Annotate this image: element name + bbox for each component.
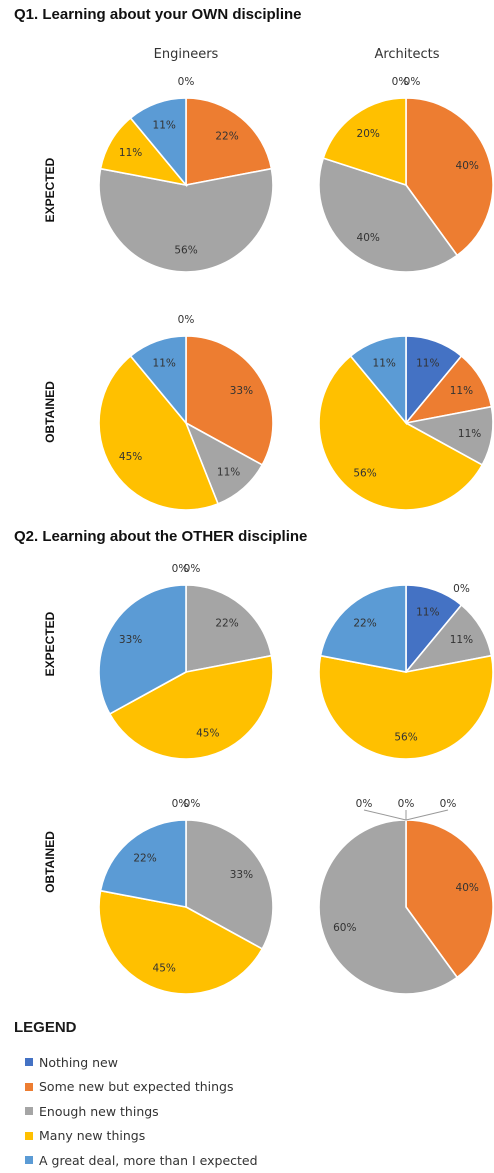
pie-slice-some-new-but-expected-things bbox=[405, 97, 494, 257]
pie-data-label: 11% bbox=[153, 357, 176, 369]
pie-data-label: 11% bbox=[119, 147, 142, 159]
pie-slice-enough-new-things bbox=[185, 819, 274, 950]
pie-data-label-zero: 0% bbox=[404, 76, 421, 88]
pie-data-label: 22% bbox=[215, 130, 238, 142]
pie-slice-enough-new-things bbox=[318, 157, 459, 273]
pie-leader-line bbox=[363, 809, 407, 821]
pie-data-label-zero: 0% bbox=[172, 798, 189, 810]
pie-slice-many-new-things bbox=[98, 354, 220, 511]
pie-slice-many-new-things bbox=[322, 97, 407, 187]
pie-data-label: 56% bbox=[394, 731, 417, 743]
pie-q2-architects-obtained: 40% 60% 0% 0% 0% bbox=[318, 798, 494, 995]
pie-q2-engineers-expected: 22% 45% 33% 0%0% bbox=[98, 563, 274, 760]
pie-slice-many-new-things bbox=[98, 889, 264, 995]
pie-data-label: 22% bbox=[215, 617, 238, 629]
legend-swatch bbox=[25, 1107, 33, 1116]
legend-label: Nothing new bbox=[39, 1054, 118, 1070]
pie-slice-some-new-but-expected-things bbox=[185, 97, 273, 186]
pie-data-label-zero: 0% bbox=[440, 798, 457, 810]
pie-slice-a-great-deal-more-than-i-expected bbox=[98, 584, 187, 715]
q2-title: Q2. Learning about the OTHER discipline bbox=[14, 528, 308, 545]
pie-data-label: 56% bbox=[353, 468, 376, 480]
legend-item-great-deal: A great deal, more than I expected bbox=[25, 1148, 258, 1173]
pie-data-label: 22% bbox=[133, 852, 156, 864]
pie-slice-some-new-but-expected-things bbox=[185, 335, 274, 466]
pie-data-label-zero: 0% bbox=[356, 798, 373, 810]
pie-data-label-zero: 0% bbox=[178, 314, 195, 326]
pie-data-label: 11% bbox=[450, 634, 473, 646]
pie-data-label: 40% bbox=[456, 882, 479, 894]
pie-slice-many-new-things bbox=[108, 654, 274, 760]
pie-q1-architects-obtained: 11% 11% 11% 56% 11% bbox=[318, 335, 494, 511]
pie-data-label: 56% bbox=[174, 244, 197, 256]
pie-q2-architects-expected: 11% 11% 56% 22% 0% bbox=[318, 583, 494, 760]
legend-item-some-new: Some new but expected things bbox=[25, 1075, 258, 1100]
pie-q1-architects-expected: 40% 40% 20% 0%0% bbox=[318, 76, 494, 273]
legend-swatch bbox=[25, 1082, 33, 1091]
column-header-engineers: Engineers bbox=[153, 47, 219, 62]
pie-data-label-zero: 0% bbox=[453, 583, 470, 595]
column-header-architects: Architects bbox=[374, 47, 440, 62]
pie-data-label: 40% bbox=[357, 232, 380, 244]
pie-data-label-zero: 0% bbox=[392, 76, 409, 88]
pie-data-label: 11% bbox=[416, 606, 439, 618]
legend-title: LEGEND bbox=[14, 1019, 77, 1036]
pie-data-label: 11% bbox=[373, 357, 396, 369]
pie-data-label: 20% bbox=[357, 128, 380, 140]
pie-data-label: 33% bbox=[230, 385, 253, 397]
pie-q2-engineers-obtained: 33% 45% 22% 0%0% bbox=[98, 798, 274, 995]
pie-q1-engineers-expected: 22% 56% 11% 11% 0% bbox=[98, 76, 274, 273]
pie-data-label: 45% bbox=[196, 728, 219, 740]
legend-swatch bbox=[25, 1058, 33, 1067]
pie-data-label: 11% bbox=[217, 466, 240, 478]
pie-data-label: 45% bbox=[153, 963, 176, 975]
pie-q1-engineers-obtained: 33% 11% 45% 11% 0% bbox=[98, 314, 274, 511]
legend-label: A great deal, more than I expected bbox=[39, 1152, 258, 1168]
pie-slice-a-great-deal-more-than-i-expected bbox=[349, 335, 407, 426]
pie-data-label: 11% bbox=[450, 385, 473, 397]
legend-swatch bbox=[25, 1156, 33, 1165]
pie-leader-line bbox=[405, 809, 449, 821]
legend-item-enough-new: Enough new things bbox=[25, 1099, 258, 1124]
pie-data-label: 11% bbox=[416, 357, 439, 369]
pie-slice-enough-new-things bbox=[98, 167, 274, 273]
pie-data-label-zero: 0% bbox=[178, 76, 195, 88]
pie-data-label-zero: 0% bbox=[172, 563, 189, 575]
pie-slice-a-great-deal-more-than-i-expected bbox=[129, 335, 187, 426]
pie-slice-a-great-deal-more-than-i-expected bbox=[99, 819, 187, 908]
pie-slice-a-great-deal-more-than-i-expected bbox=[129, 97, 187, 188]
pie-data-label: 11% bbox=[153, 119, 176, 131]
legend-swatch bbox=[25, 1131, 33, 1140]
pie-data-label: 33% bbox=[119, 634, 142, 646]
pie-slice-a-great-deal-more-than-i-expected bbox=[319, 584, 407, 673]
pie-data-label: 22% bbox=[353, 617, 376, 629]
q1-title: Q1. Learning about your OWN discipline bbox=[14, 6, 302, 23]
legend: Nothing new Some new but expected things… bbox=[25, 1050, 258, 1173]
pie-data-label: 45% bbox=[119, 451, 142, 463]
legend-item-many-new: Many new things bbox=[25, 1124, 258, 1149]
pie-slice-some-new-but-expected-things bbox=[405, 819, 494, 979]
legend-label: Enough new things bbox=[39, 1103, 159, 1119]
pie-slice-many-new-things bbox=[318, 654, 494, 760]
legend-item-nothing-new: Nothing new bbox=[25, 1050, 258, 1075]
pie-data-label: 11% bbox=[458, 428, 481, 440]
pie-slice-enough-new-things bbox=[185, 584, 273, 673]
pie-data-label-zero: 0% bbox=[184, 563, 201, 575]
pie-data-label-zero: 0% bbox=[184, 798, 201, 810]
legend-label: Many new things bbox=[39, 1128, 146, 1144]
legend-label: Some new but expected things bbox=[39, 1079, 234, 1095]
pie-slice-enough-new-things bbox=[318, 819, 459, 995]
pie-data-label: 40% bbox=[456, 160, 479, 172]
pie-data-label: 60% bbox=[333, 922, 356, 934]
pie-data-label: 33% bbox=[230, 869, 253, 881]
pie-slice-many-new-things bbox=[318, 354, 484, 511]
pie-data-label-zero: 0% bbox=[398, 798, 415, 810]
